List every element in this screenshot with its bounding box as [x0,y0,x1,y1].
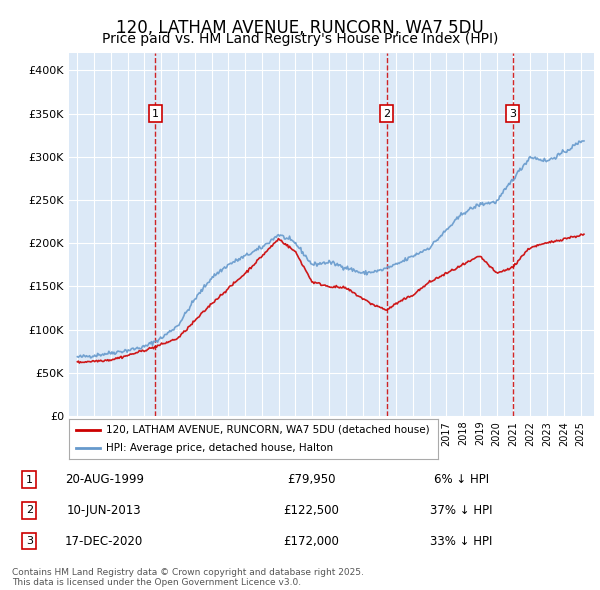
Text: 37% ↓ HPI: 37% ↓ HPI [430,504,493,517]
Text: £172,000: £172,000 [284,535,340,548]
Text: 1: 1 [26,475,33,484]
Text: 2: 2 [383,109,390,119]
Text: Price paid vs. HM Land Registry's House Price Index (HPI): Price paid vs. HM Land Registry's House … [102,32,498,46]
Text: HPI: Average price, detached house, Halton: HPI: Average price, detached house, Halt… [106,443,333,453]
Text: 20-AUG-1999: 20-AUG-1999 [65,473,143,486]
Text: 6% ↓ HPI: 6% ↓ HPI [434,473,489,486]
Text: 120, LATHAM AVENUE, RUNCORN, WA7 5DU: 120, LATHAM AVENUE, RUNCORN, WA7 5DU [116,19,484,37]
Text: 33% ↓ HPI: 33% ↓ HPI [430,535,493,548]
Text: £79,950: £79,950 [287,473,336,486]
Text: 10-JUN-2013: 10-JUN-2013 [67,504,142,517]
Text: 3: 3 [26,536,33,546]
Text: £122,500: £122,500 [284,504,340,517]
Text: 1: 1 [152,109,159,119]
Text: 2: 2 [26,506,33,515]
Text: 3: 3 [509,109,517,119]
Text: 120, LATHAM AVENUE, RUNCORN, WA7 5DU (detached house): 120, LATHAM AVENUE, RUNCORN, WA7 5DU (de… [106,425,430,435]
Text: 17-DEC-2020: 17-DEC-2020 [65,535,143,548]
Text: Contains HM Land Registry data © Crown copyright and database right 2025.
This d: Contains HM Land Registry data © Crown c… [12,568,364,587]
